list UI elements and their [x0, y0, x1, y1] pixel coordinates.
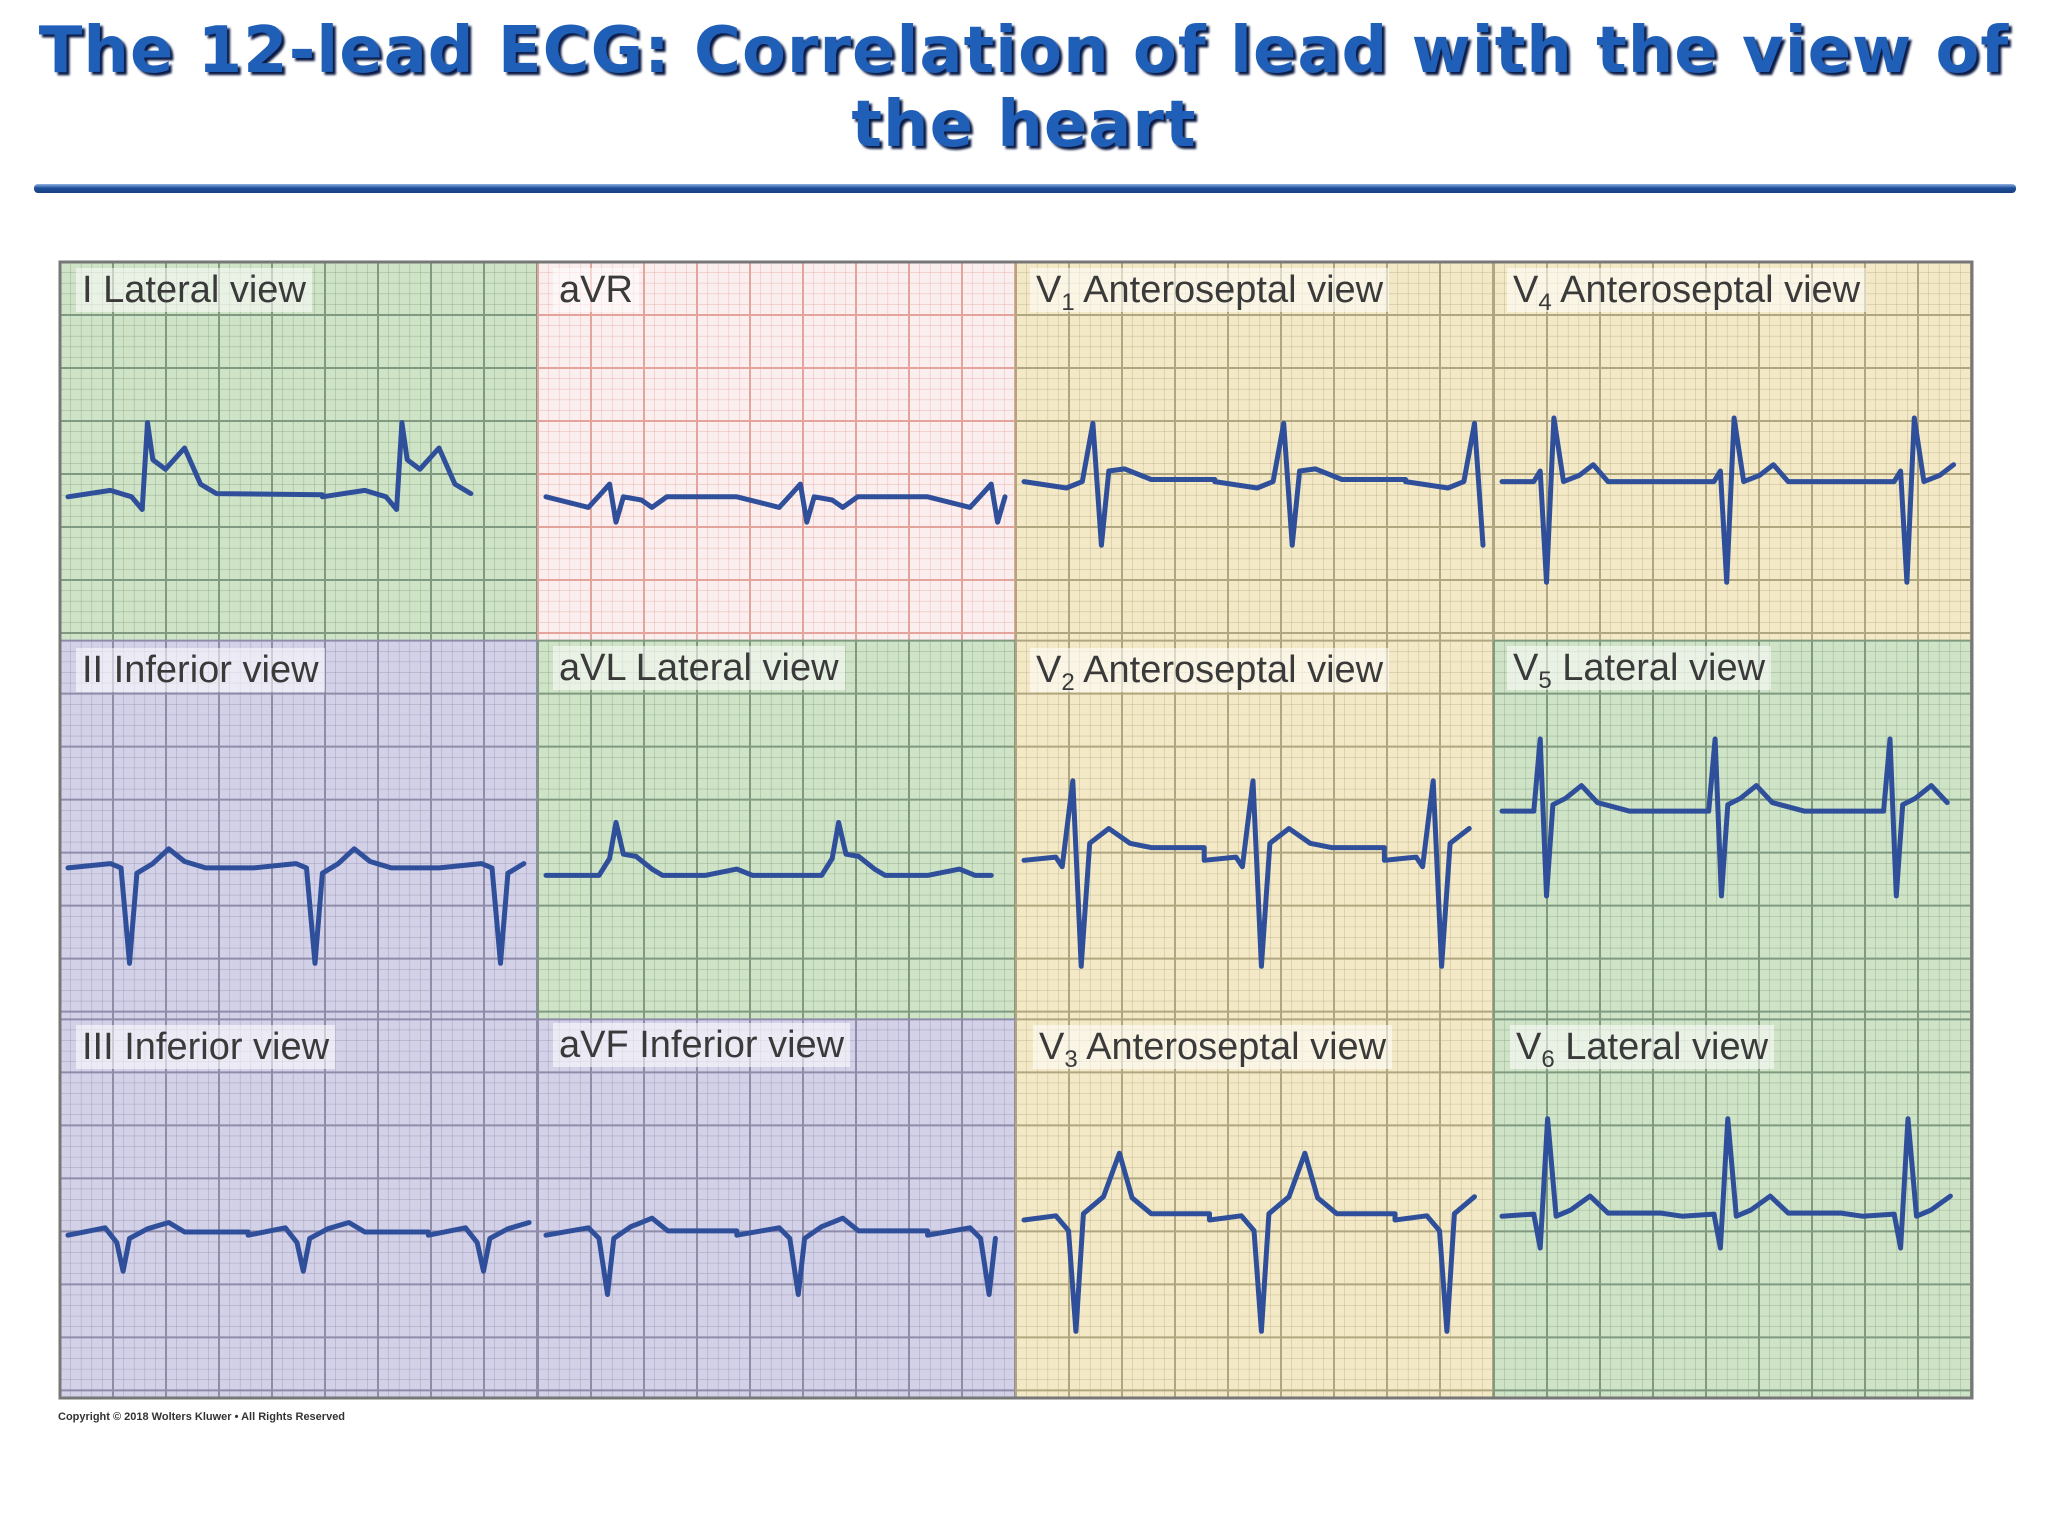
- lead-label-V3: V3 Anteroseptal view: [1033, 1025, 1393, 1072]
- ecg-trace-V5: [1499, 736, 1950, 899]
- ecg-trace-II: [65, 846, 527, 966]
- ecg-trace-V2: [1021, 778, 1472, 969]
- lead-label-aVF: aVF Inferior view: [553, 1023, 851, 1067]
- lead-label-V4: V4 Anteroseptal view: [1507, 268, 1867, 315]
- ecg-trace-I: [65, 420, 474, 512]
- lead-panel-V2: [1015, 639, 1494, 1020]
- lead-panel-aVL: [537, 639, 1016, 1020]
- lead-label-V1: V1 Anteroseptal view: [1030, 268, 1390, 315]
- lead-label-I: I Lateral view: [76, 268, 312, 312]
- lead-label-aVR: aVR: [553, 268, 639, 312]
- lead-label-V6: V6 Lateral view: [1510, 1025, 1775, 1072]
- lead-label-V5: V5 Lateral view: [1507, 646, 1772, 693]
- ecg-trace-V4: [1499, 415, 1957, 585]
- ecg-border: [58, 260, 1974, 1400]
- copyright-notice: Copyright © 2018 Wolters Kluwer • All Ri…: [58, 1411, 346, 1423]
- lead-panel-aVF: [537, 1018, 1016, 1398]
- ecg-trace-aVF: [543, 1215, 998, 1297]
- ecg-trace-V3: [1021, 1150, 1477, 1334]
- ecg-trace-III: [65, 1220, 532, 1274]
- lead-label-II: II Inferior view: [76, 648, 325, 692]
- ecg-trace-V1: [1021, 420, 1486, 548]
- lead-panel-aVR: [537, 261, 1016, 641]
- ecg-trace-aVR: [543, 481, 1008, 525]
- lead-label-aVL: aVL Lateral view: [553, 646, 845, 690]
- lead-label-III: III Inferior view: [76, 1025, 336, 1069]
- title-underline: [34, 184, 2016, 193]
- lead-panel-I: [59, 261, 538, 641]
- page-title: The 12-lead ECG: Correlation of lead wit…: [38, 14, 2010, 162]
- ecg-trace-aVL: [543, 819, 994, 878]
- lead-panel-III: [59, 1018, 538, 1398]
- lead-panel-V6: [1493, 1018, 1972, 1398]
- lead-label-V2: V2 Anteroseptal view: [1030, 648, 1390, 695]
- ecg-trace-V6: [1499, 1116, 1953, 1251]
